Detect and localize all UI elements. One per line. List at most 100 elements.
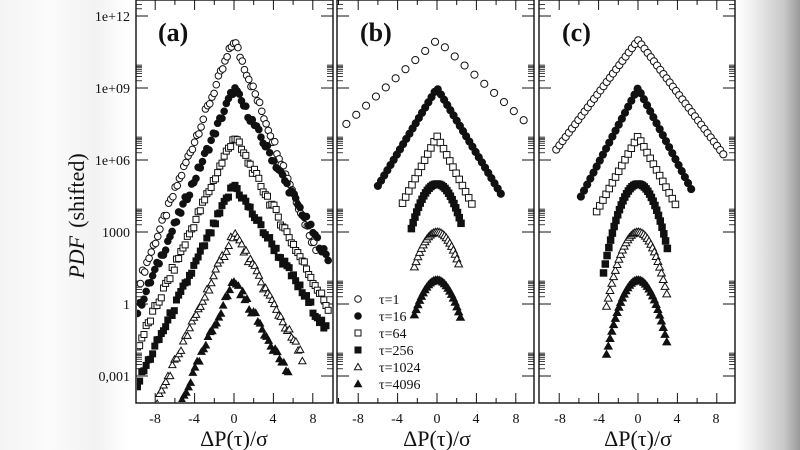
filled-triangle-marker: [186, 378, 196, 386]
open-triangle-marker: [222, 247, 231, 255]
filled-square-marker: [354, 346, 362, 354]
open-square-marker: [157, 294, 165, 302]
open-triangle-marker: [291, 336, 301, 345]
open-square-marker: [324, 306, 332, 314]
open-triangle-marker: [662, 288, 672, 298]
open-square-marker: [452, 169, 460, 177]
filled-triangle-marker: [201, 340, 211, 349]
filled-circle-marker: [137, 309, 142, 318]
open-circle-marker: [381, 83, 390, 92]
filled-square-marker: [457, 219, 465, 228]
open-circle-marker: [421, 46, 430, 56]
filled-square-marker: [601, 260, 610, 268]
open-square-marker: [442, 151, 451, 159]
open-circle-marker: [391, 74, 400, 83]
open-circle-marker: [190, 138, 199, 147]
filled-triangle-marker: [605, 333, 615, 342]
filled-square-marker: [663, 244, 672, 253]
x-tick-label: 0: [231, 412, 238, 427]
filled-triangle-marker: [607, 326, 617, 335]
open-circle-marker: [470, 70, 479, 79]
filled-circle-marker: [198, 157, 207, 166]
open-circle-marker: [440, 43, 449, 52]
x-tick-label: 0: [434, 412, 441, 427]
data-points: [342, 37, 528, 321]
x-tick-labels-c: -8 -4 0 4 8: [554, 412, 719, 427]
open-triangle-marker: [297, 356, 307, 365]
open-triangle-marker: [161, 377, 171, 385]
open-circle-marker: [151, 239, 160, 248]
series-64: [592, 132, 680, 216]
open-square-marker: [242, 151, 250, 159]
open-circle-marker: [411, 55, 420, 65]
x-tick-label: 8: [713, 412, 720, 427]
x-tick-label: -8: [352, 412, 364, 427]
filled-circle-marker: [220, 107, 228, 116]
filled-circle-marker: [161, 246, 170, 254]
y-tick-label: 1e+06: [95, 154, 130, 169]
legend-markers: [353, 295, 363, 388]
open-square-marker: [401, 193, 410, 201]
open-triangle-marker: [172, 353, 182, 362]
series-64: [137, 135, 332, 351]
open-square-marker: [175, 255, 183, 263]
filled-triangle-marker: [612, 307, 622, 317]
series-16: [137, 84, 332, 318]
open-triangle-marker: [254, 270, 264, 279]
filled-square-marker: [272, 244, 280, 252]
open-triangle-marker: [165, 371, 175, 380]
open-circle-marker: [145, 254, 153, 263]
filled-circle-marker: [207, 136, 215, 145]
panel-label-b: (b): [360, 18, 392, 47]
open-circle-marker: [509, 107, 518, 116]
filled-circle-marker: [496, 189, 505, 198]
series-1024: [409, 227, 464, 271]
open-circle-marker: [270, 137, 279, 146]
x-tick-label: 4: [674, 412, 681, 427]
open-square-marker: [274, 213, 282, 221]
open-triangle-marker: [607, 278, 617, 287]
filled-triangle-marker: [194, 356, 204, 365]
filled-square-marker: [307, 298, 315, 306]
open-triangle-marker: [206, 278, 216, 287]
open-triangle-marker: [261, 283, 270, 292]
filled-triangle-marker: [188, 368, 198, 376]
filled-triangle-marker: [190, 362, 200, 371]
filled-square-marker: [188, 269, 196, 277]
filled-triangle-marker: [218, 300, 228, 309]
open-triangle-marker: [658, 274, 668, 284]
filled-square-marker: [201, 242, 209, 250]
open-circle-marker: [519, 116, 528, 125]
filled-triangle-marker: [225, 285, 235, 294]
open-square-marker: [446, 157, 454, 165]
open-triangle-marker: [191, 310, 201, 318]
open-circle-marker: [354, 295, 362, 303]
open-triangle-marker: [198, 296, 208, 305]
open-square-marker: [420, 156, 429, 164]
series-1: [342, 37, 528, 128]
filled-square-marker: [302, 292, 310, 300]
filled-triangle-marker: [656, 316, 667, 325]
open-triangle-marker: [608, 271, 619, 281]
open-triangle-marker: [250, 261, 260, 269]
open-circle-marker: [205, 99, 214, 108]
filled-circle-marker: [324, 256, 332, 265]
filled-triangle-marker: [199, 344, 209, 353]
open-triangle-marker: [278, 317, 288, 326]
open-square-marker: [201, 196, 209, 204]
filled-circle-marker: [211, 130, 220, 138]
legend-label-tau-256: τ=256: [379, 344, 414, 359]
open-circle-marker: [249, 82, 257, 91]
filled-triangle-marker: [610, 313, 621, 322]
open-triangle-marker: [295, 345, 305, 353]
legend-label-tau-16: τ=16: [379, 310, 407, 325]
filled-square-marker: [155, 335, 163, 343]
open-square-marker: [464, 194, 473, 202]
filled-triangle-marker: [279, 357, 289, 366]
open-triangle-marker: [409, 262, 420, 271]
filled-circle-marker: [205, 146, 213, 154]
filled-square-marker: [216, 209, 224, 217]
filled-circle-marker: [155, 259, 163, 268]
open-circle-marker: [137, 279, 145, 288]
open-triangle-marker: [157, 385, 166, 394]
